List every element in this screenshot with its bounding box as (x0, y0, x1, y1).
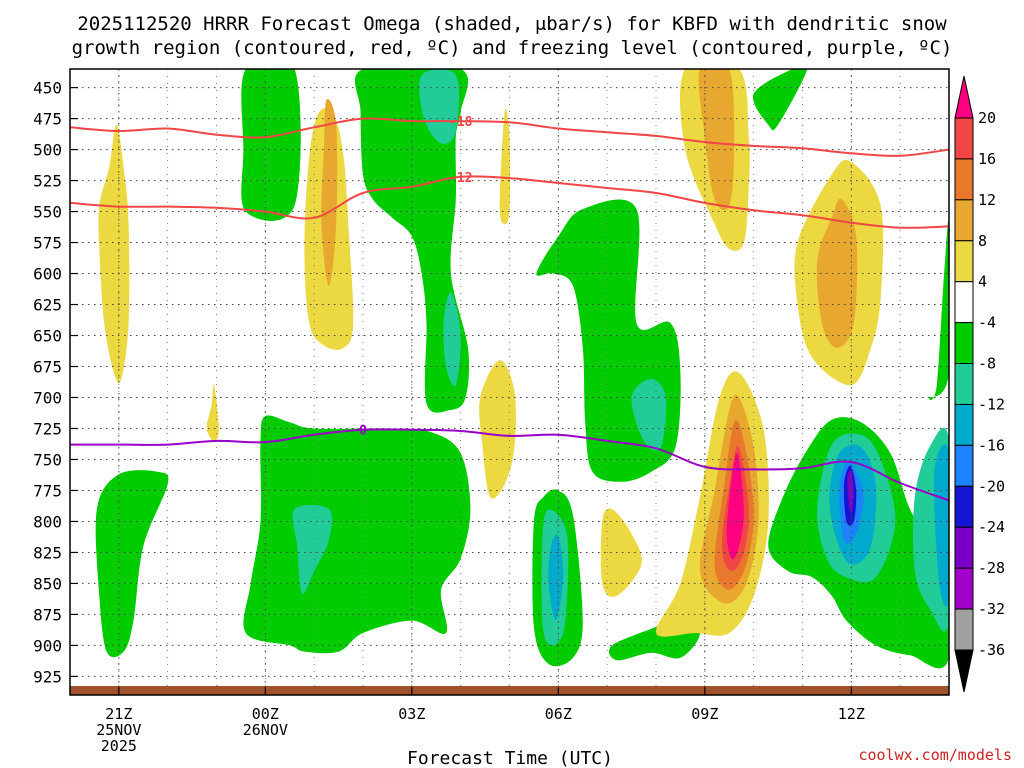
omega-region-omega-negative-00z-lower-core (292, 504, 332, 595)
omega-region-omega-positive-11z-core (816, 198, 858, 348)
omega-region-omega-negative-00z (241, 69, 301, 221)
colorbar-swatch (954, 526, 974, 569)
y-tick-label-675: 675 (33, 358, 62, 377)
chart-title-line2: growth region (contoured, red, ºC) and f… (72, 37, 953, 59)
gridlines (70, 69, 949, 695)
y-tick-label-800: 800 (33, 512, 62, 531)
colorbar-label-4: 4 (978, 273, 987, 291)
contour-line--18 (70, 117, 949, 157)
omega-region-omega-positive-early (98, 124, 130, 384)
colorbar-label-16: 16 (978, 150, 996, 168)
colorbar-swatch (954, 158, 974, 201)
colorbar-swatch (954, 363, 974, 405)
omega-region-omega-positive-00z-core (321, 98, 338, 286)
y-tick-label-725: 725 (33, 419, 62, 438)
terrain-band (70, 686, 949, 695)
colorbar-bottom-arrow (954, 649, 974, 693)
colorbar-swatch (954, 199, 974, 242)
contour-label-0: 0 (359, 424, 367, 439)
y-tick-label-600: 600 (33, 265, 62, 284)
colorbar-swatch (954, 485, 974, 528)
x-tick-label-09Z: 09Z (691, 705, 718, 723)
colorbar-label--4: -4 (978, 314, 996, 332)
contour-line-0 (70, 428, 949, 502)
contour-line--12 (70, 175, 949, 229)
omega-region-omega-negative-13z-upright (929, 220, 949, 400)
x-tick-label-03Z: 03Z (398, 705, 425, 723)
omega-region-omega-positive-07z-lower (600, 508, 642, 597)
y-tick-label-850: 850 (33, 574, 62, 593)
x-tick-label-00Z: 00Z (252, 705, 279, 723)
colorbar-swatch (954, 567, 974, 610)
y-tick-label-775: 775 (33, 481, 62, 500)
x-tick-label-2025: 2025 (101, 737, 137, 755)
colorbar-label--12: -12 (978, 395, 1005, 413)
x-tick-label-06Z: 06Z (545, 705, 572, 723)
omega-region-omega-negative-06z-lower-core (548, 534, 564, 621)
contour-layer: -18 -12 0 (70, 115, 949, 502)
credit-text: coolwx.com/models (858, 746, 1012, 764)
y-tick-label-550: 550 (33, 203, 62, 222)
y-tick-label-575: 575 (33, 234, 62, 253)
colorbar-top-arrow (954, 75, 974, 119)
colorbar-label--8: -8 (978, 355, 996, 373)
omega-region-omega-negative-13z-right-core (933, 444, 949, 607)
colorbar: 20 16 12 8 4 -4 -8 -12 -16 -20 -24 -28 -32 -36 (954, 75, 1005, 693)
colorbar-label--20: -20 (978, 477, 1005, 495)
x-tick-label-21Z: 21Z (105, 705, 132, 723)
colorbar-swatch (954, 322, 974, 365)
colorbar-swatch (954, 117, 974, 160)
colorbar-swatch (954, 444, 974, 487)
omega-region-omega-positive-09z-upper-core (698, 69, 735, 211)
y-tick-label-625: 625 (33, 296, 62, 315)
colorbar-label--28: -28 (978, 559, 1005, 577)
contour-label--18: -18 (449, 115, 473, 130)
colorbar-swatch (954, 608, 974, 651)
omega-region-omega-positive-small (206, 384, 219, 441)
y-tick-label-875: 875 (33, 605, 62, 624)
plot-frame (69, 68, 950, 696)
colorbar-label-12: 12 (978, 191, 996, 209)
y-tick-label-825: 825 (33, 543, 62, 562)
colorbar-swatch (954, 281, 974, 324)
colorbar-label--16: -16 (978, 436, 1005, 454)
y-tick-label-525: 525 (33, 172, 62, 191)
colorbar-label--36: -36 (978, 641, 1005, 659)
x-tick-label-12Z: 12Z (838, 705, 865, 723)
y-tick-label-450: 450 (33, 79, 62, 98)
y-tick-label-750: 750 (33, 450, 62, 469)
y-tick-label-650: 650 (33, 327, 62, 346)
omega-region-omega-negative-00z-lower (243, 415, 471, 654)
omega-region-omega-negative-06z-cell (631, 378, 667, 451)
colorbar-swatch (954, 240, 974, 283)
contour-label--12: -12 (449, 171, 472, 186)
omega-region-omega-negative-10z-upper (752, 69, 808, 131)
y-tick-label-475: 475 (33, 110, 62, 129)
y-tick-label-500: 500 (33, 141, 62, 160)
colorbar-swatch (954, 403, 974, 446)
x-tick-label-26NOV: 26NOV (243, 721, 288, 739)
y-tick-label-700: 700 (33, 388, 62, 407)
omega-region-omega-negative-21z-lower (95, 470, 169, 658)
colorbar-label--24: -24 (978, 518, 1005, 536)
y-tick-label-925: 925 (33, 667, 62, 686)
omega-region-omega-negative-02z-cell (443, 291, 461, 387)
colorbar-label--32: -32 (978, 600, 1005, 618)
omega-region-omega-negative-02z (354, 69, 470, 413)
y-tick-label-900: 900 (33, 636, 62, 655)
omega-region-omega-negative-04z-thin (499, 109, 511, 225)
y-axis: 450 475 500 525 550 575 600 625 650 675 700 725 750 7… (33, 79, 78, 686)
chart-title-line1: 2025112520 HRRR Forecast Omega (shaded, … (77, 13, 947, 35)
colorbar-label-8: 8 (978, 232, 987, 250)
omega-region-omega-positive-10z-20 (726, 453, 744, 560)
colorbar-label-20: 20 (978, 109, 996, 127)
omega-region-omega-negative-12z-24 (847, 470, 854, 513)
omega-region-omega-positive-05z (479, 360, 516, 499)
x-axis-label: Forecast Time (UTC) (407, 748, 613, 768)
x-tick-label-25NOV: 25NOV (96, 721, 141, 739)
omega-shading-layer (95, 69, 949, 669)
